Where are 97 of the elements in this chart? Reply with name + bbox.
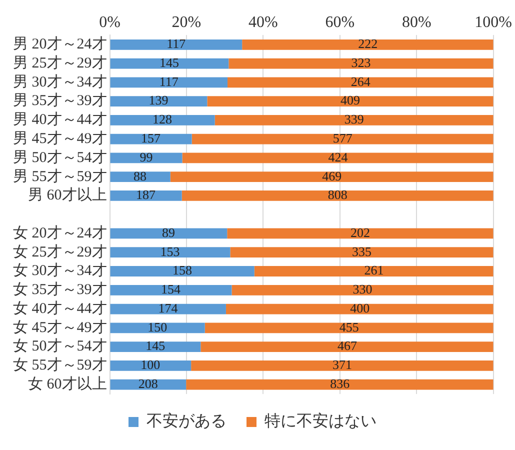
y-tick-label: 女 50才～54才 bbox=[13, 338, 107, 355]
bar bbox=[170, 172, 494, 182]
annotation: 128 bbox=[152, 112, 172, 127]
annotation: 577 bbox=[332, 130, 353, 146]
bar bbox=[207, 96, 494, 106]
y-tick-label: 女 60才以上 bbox=[28, 375, 107, 392]
bar bbox=[200, 342, 494, 352]
bar bbox=[232, 284, 494, 296]
y-tick-label: 女 25才～29才 bbox=[13, 243, 107, 260]
bar bbox=[110, 39, 242, 50]
annotation: 150 bbox=[148, 319, 168, 334]
bar bbox=[110, 379, 186, 390]
annotation: 467 bbox=[337, 338, 358, 354]
legend-label: 特に不安はない bbox=[264, 412, 376, 430]
bar bbox=[242, 39, 494, 50]
annotation: 154 bbox=[160, 282, 181, 297]
bar bbox=[110, 228, 228, 239]
y-tick-label: 男 30才～34才 bbox=[13, 73, 107, 90]
annotation: 371 bbox=[332, 357, 352, 372]
annotation: 174 bbox=[158, 300, 178, 316]
bar bbox=[182, 190, 494, 201]
bar bbox=[192, 134, 494, 144]
annotation: 187 bbox=[136, 187, 156, 202]
x-tick-label: 60% bbox=[325, 14, 355, 31]
annotation: 330 bbox=[352, 282, 372, 297]
annotation: 836 bbox=[330, 376, 350, 391]
bar bbox=[110, 360, 192, 371]
legend-label: 不安がある bbox=[146, 412, 226, 430]
annotation: 455 bbox=[339, 319, 359, 334]
bar bbox=[110, 58, 229, 69]
y-tick-label: 男 55才～59才 bbox=[13, 168, 107, 185]
y-tick-label: 男 60才以上 bbox=[28, 186, 107, 204]
annotation: 261 bbox=[364, 262, 384, 278]
bar bbox=[191, 360, 494, 371]
bar bbox=[110, 342, 201, 352]
y-tick-label: 女 40才～44才 bbox=[13, 300, 107, 317]
annotation: 153 bbox=[160, 244, 180, 259]
annotation: 158 bbox=[172, 262, 192, 278]
annotation: 202 bbox=[350, 224, 370, 240]
y-tick-label: 男 35才～39才 bbox=[13, 92, 107, 110]
y-tick-label: 女 45才～49才 bbox=[13, 318, 107, 336]
annotation: 409 bbox=[340, 92, 360, 108]
x-tick-label: 20% bbox=[172, 14, 202, 31]
bar bbox=[110, 134, 192, 144]
y-tick-label: 女 30才～34才 bbox=[13, 262, 107, 280]
annotation: 99 bbox=[140, 149, 153, 164]
bar bbox=[110, 114, 215, 126]
annotation: 117 bbox=[159, 74, 179, 89]
annotation: 208 bbox=[138, 376, 158, 391]
y-tick-label: 男 20才～24才 bbox=[13, 36, 107, 53]
annotation: 424 bbox=[328, 149, 348, 164]
annotation: 145 bbox=[159, 54, 179, 70]
annotation: 264 bbox=[350, 74, 371, 89]
annotation: 808 bbox=[328, 187, 348, 202]
annotation: 89 bbox=[162, 224, 175, 240]
bar bbox=[227, 228, 494, 239]
annotation: 335 bbox=[352, 244, 372, 259]
bar bbox=[182, 152, 494, 164]
y-tick-label: 女 35才～39才 bbox=[13, 281, 107, 298]
y-tick-label: 男 40才～44才 bbox=[13, 111, 107, 128]
annotation: 88 bbox=[134, 168, 147, 184]
bar bbox=[228, 77, 494, 88]
y-tick-label: 女 20才～24才 bbox=[13, 224, 107, 242]
bar bbox=[110, 77, 228, 88]
bar bbox=[204, 322, 494, 334]
bar bbox=[254, 266, 494, 276]
bar bbox=[110, 96, 208, 106]
bar bbox=[110, 190, 182, 201]
annotation: 139 bbox=[148, 92, 168, 108]
bar bbox=[186, 379, 494, 390]
bar bbox=[214, 114, 494, 126]
bar bbox=[110, 247, 230, 258]
bar bbox=[110, 304, 226, 314]
bar bbox=[110, 172, 170, 182]
y-tick-label: 女 55才～59才 bbox=[13, 356, 107, 374]
annotation: 469 bbox=[322, 168, 342, 184]
y-tick-label: 男 45才～49才 bbox=[13, 130, 107, 147]
annotation: 400 bbox=[350, 300, 370, 316]
bar bbox=[230, 247, 494, 258]
x-tick-label: 0% bbox=[99, 14, 120, 31]
annotation: 323 bbox=[351, 54, 371, 70]
annotation: 339 bbox=[344, 112, 364, 127]
x-tick-label: 100% bbox=[474, 14, 512, 31]
annotation: 222 bbox=[358, 36, 378, 52]
bar bbox=[110, 266, 254, 276]
bar bbox=[228, 58, 494, 69]
annotation: 145 bbox=[146, 338, 166, 354]
y-tick-label: 男 50才～54才 bbox=[13, 148, 107, 166]
x-tick-label: 40% bbox=[248, 14, 278, 31]
annotation: 157 bbox=[141, 130, 162, 146]
bar bbox=[110, 284, 232, 296]
annotation: 117 bbox=[166, 36, 186, 52]
y-tick-label: 男 25才～29才 bbox=[13, 54, 107, 72]
bar bbox=[226, 304, 494, 314]
x-tick-label: 80% bbox=[402, 14, 432, 31]
annotation: 100 bbox=[140, 357, 160, 372]
bar bbox=[110, 322, 205, 334]
